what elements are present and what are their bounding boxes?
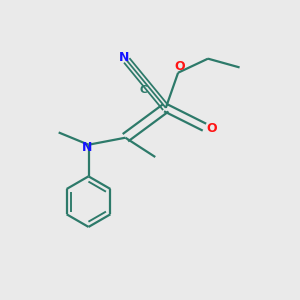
Text: O: O <box>207 122 217 135</box>
Text: O: O <box>175 60 185 73</box>
Text: N: N <box>119 51 129 64</box>
Text: C: C <box>140 85 148 95</box>
Text: N: N <box>82 141 92 154</box>
